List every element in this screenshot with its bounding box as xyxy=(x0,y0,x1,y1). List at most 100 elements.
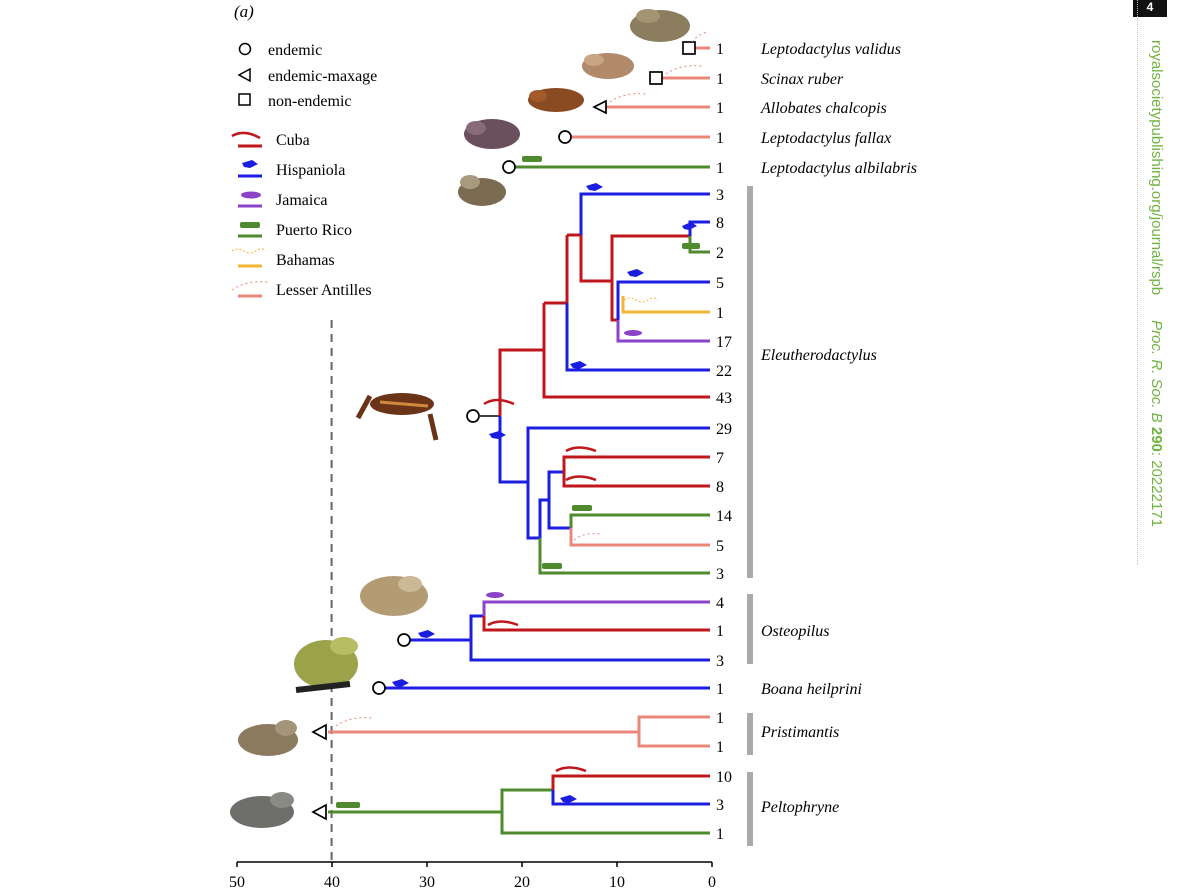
eleuth-node-540-upper xyxy=(538,498,549,538)
tip-count: 1 xyxy=(716,739,724,756)
circle-icon xyxy=(558,130,572,144)
lesser-antilles-island-icon xyxy=(609,93,647,103)
page-number: 4 xyxy=(1133,0,1167,17)
legend-regions: Cuba Hispaniola Jamaica Puerto Rico Baha… xyxy=(231,131,372,299)
eleuth-root-lower xyxy=(498,416,528,484)
legend-puerto-rico: Puerto Rico xyxy=(238,222,352,239)
cuba-island-icon xyxy=(487,620,519,627)
clade-label-peltophryne: Peltophryne xyxy=(760,799,839,816)
tip-count: 1 xyxy=(716,305,724,322)
eleuth-pr-3 xyxy=(538,538,710,575)
tip-label-leptodactylus-fallax: Leptodactylus fallax xyxy=(760,130,891,147)
phylogeny-tree xyxy=(328,46,710,835)
pelto-hisp-3 xyxy=(551,790,710,806)
tip-count: 5 xyxy=(716,275,724,292)
tip-label-allobates-chalcopis: Allobates chalcopis xyxy=(760,100,887,117)
jamaica-island-icon xyxy=(486,592,504,598)
pristi-lower xyxy=(637,732,710,748)
circle-icon xyxy=(372,681,386,695)
cuba-island-icon xyxy=(555,766,587,773)
clade-label-osteopilus: Osteopilus xyxy=(761,623,829,640)
x-axis: 50 40 30 20 10 0 xyxy=(229,861,716,891)
tip-count: 14 xyxy=(716,508,732,525)
jamaica-island-icon xyxy=(624,330,642,336)
cuba-island-icon xyxy=(565,446,597,453)
puerto-rico-island-icon xyxy=(522,156,542,162)
eleuth-hisp-8 xyxy=(688,220,710,236)
lesser-antilles-island-icon xyxy=(573,533,601,541)
eleuth-la-5 xyxy=(569,528,710,547)
osteo-hisp-3 xyxy=(469,640,710,662)
tip-count: 43 xyxy=(716,390,732,407)
x-tick-label-30: 30 xyxy=(419,874,435,891)
journal-side-text-inner: royalsocietypublishing.org/journal/rspb … xyxy=(1148,40,1165,527)
cuba-island-icon xyxy=(483,398,515,406)
eleuth-hisp-3 xyxy=(579,192,710,235)
hispaniola-island-icon xyxy=(242,160,258,168)
eleuth-bahamas-1 xyxy=(621,296,710,314)
circle-icon xyxy=(502,160,516,174)
pelto-node-502-upper xyxy=(500,788,553,812)
eleuth-node-528-lower xyxy=(526,482,540,540)
puerto-rico-island-icon xyxy=(572,505,592,511)
panel-label: (a) xyxy=(234,2,254,21)
tip-count: 1 xyxy=(716,130,724,147)
tip-count: 1 xyxy=(716,681,724,698)
tip-label-leptodactylus-albilabris: Leptodactylus albilabris xyxy=(760,160,917,177)
legend-puerto-rico-label: Puerto Rico xyxy=(276,222,352,239)
eleuth-jamaica-17 xyxy=(616,320,710,343)
tip-count: 2 xyxy=(716,245,724,262)
hispaniola-island-icon xyxy=(418,630,435,638)
lesser-antilles-island-icon xyxy=(231,281,269,291)
clade-brackets: Eleutherodactylus Osteopilus Pristimanti… xyxy=(747,186,877,846)
x-tick-label-40: 40 xyxy=(324,874,340,891)
lesser-antilles-island-icon xyxy=(665,65,703,75)
tip-count: 3 xyxy=(716,797,724,814)
frog-icon xyxy=(464,119,520,149)
triangle-icon xyxy=(592,99,607,115)
x-tick-label-10: 10 xyxy=(609,874,625,891)
tip-count: 1 xyxy=(716,160,724,177)
eleuth-hisp-22 xyxy=(565,303,710,372)
journal-volume: 290 xyxy=(1148,426,1165,452)
eleuth-node-549-upper xyxy=(547,470,564,500)
hispaniola-island-icon xyxy=(489,431,506,439)
hispaniola-island-icon xyxy=(682,222,697,230)
tip-count: 1 xyxy=(716,826,724,843)
frog-icon xyxy=(294,637,358,693)
tip-label-scinax-ruber: Scinax ruber xyxy=(761,71,844,88)
legend-endemic-maxage-label: endemic-maxage xyxy=(268,68,377,85)
tip-label-leptodactylus-validus: Leptodactylus validus xyxy=(760,41,901,58)
circle-icon xyxy=(466,409,480,423)
eleuth-node-581-lower xyxy=(579,235,612,283)
osteo-cuba-1 xyxy=(482,616,710,632)
legend-cuba: Cuba xyxy=(231,131,310,149)
legend-status: endemic endemic-maxage non-endemic xyxy=(237,42,377,110)
jamaica-island-icon xyxy=(241,191,261,199)
tip-count: 5 xyxy=(716,538,724,555)
eleuth-hisp-29 xyxy=(526,426,710,482)
legend-bahamas: Bahamas xyxy=(231,248,335,269)
tip-count: 8 xyxy=(716,215,724,232)
tip-count: 3 xyxy=(716,653,724,670)
square-icon xyxy=(649,71,663,85)
legend-non-endemic-label: non-endemic xyxy=(268,93,352,110)
legend-lesser-antilles-label: Lesser Antilles xyxy=(276,282,372,299)
toad-icon xyxy=(230,792,294,828)
tip-count: 8 xyxy=(716,479,724,496)
island-markers xyxy=(335,31,709,808)
puerto-rico-island-icon xyxy=(542,563,562,569)
x-tick-label-0: 0 xyxy=(708,874,716,891)
frog-icon xyxy=(630,9,690,42)
tip-count: 7 xyxy=(716,450,724,467)
tip-count: 29 xyxy=(716,421,732,438)
pelto-cuba-10 xyxy=(551,774,710,790)
tip-count: 3 xyxy=(716,187,724,204)
journal-site-link[interactable]: royalsocietypublishing.org/journal/rspb xyxy=(1148,40,1165,296)
journal-article: : 20222171 xyxy=(1148,451,1165,527)
clade-bar-osteopilus xyxy=(747,594,753,664)
tip-count: 10 xyxy=(716,769,732,786)
journal-name: Proc. R. Soc. B xyxy=(1148,320,1165,423)
tip-count: 1 xyxy=(716,100,724,117)
legend-hispaniola-label: Hispaniola xyxy=(276,162,345,179)
